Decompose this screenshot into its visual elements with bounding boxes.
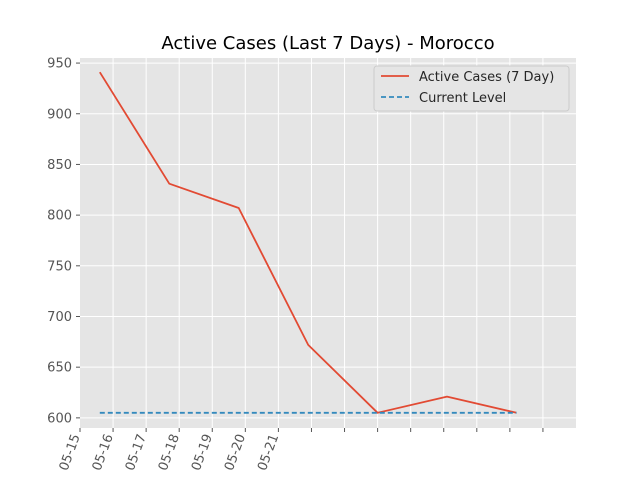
legend-box <box>373 65 570 112</box>
y-axis: 600 650 700 750 800 850 900 950 <box>47 57 80 426</box>
chart-title: Active Cases (Last 7 Days) - Morocco <box>161 33 494 54</box>
legend-label-current-level: Current Level <box>419 91 506 106</box>
series-layer <box>99 71 517 414</box>
series-line-active-cases <box>99 71 517 414</box>
y-tick-label: 850 <box>47 158 72 173</box>
y-tick-label: 800 <box>47 209 72 224</box>
y-tick-label: 700 <box>47 310 72 325</box>
y-tick-label: 750 <box>47 259 72 274</box>
y-tick-label: 950 <box>47 57 72 72</box>
legend-label-active-cases: Active Cases (7 Day) <box>419 70 554 85</box>
plot-area <box>80 58 576 428</box>
legend: Active Cases (7 Day) Current Level <box>373 65 570 112</box>
y-tick-label: 650 <box>47 361 72 376</box>
grid <box>80 58 576 428</box>
y-tick-label: 600 <box>47 411 72 426</box>
y-tick-label: 900 <box>47 107 72 122</box>
